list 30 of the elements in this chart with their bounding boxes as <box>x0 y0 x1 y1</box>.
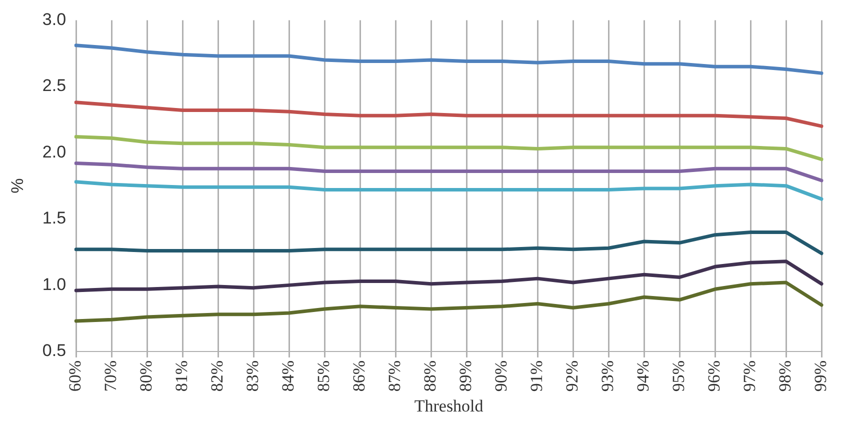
y-tick-label: 1.0 <box>42 274 66 294</box>
x-tick-label: 89% <box>456 360 476 392</box>
x-tick-label: 92% <box>562 360 582 392</box>
x-tick-label: 70% <box>101 360 120 392</box>
x-tick-label: 91% <box>527 360 546 392</box>
x-tick-label: 95% <box>669 360 688 392</box>
x-axis-title: Threshold <box>414 396 484 416</box>
x-tick-label: 84% <box>278 360 298 392</box>
x-tick-label: 83% <box>243 360 262 392</box>
y-tick-label: 2.5 <box>42 76 66 96</box>
x-tick-label: 99% <box>811 360 830 392</box>
x-tick-label: 86% <box>350 360 369 392</box>
y-tick-label: 1.5 <box>42 208 66 228</box>
x-tick-label: 93% <box>598 360 618 392</box>
y-tick-label: 0.5 <box>42 341 66 360</box>
x-tick-label: 80% <box>136 360 156 392</box>
x-tick-label: 85% <box>314 360 334 392</box>
x-tick-label: 90% <box>492 360 511 392</box>
y-tick-label: 3.0 <box>42 10 66 29</box>
x-tick-label: 87% <box>385 360 404 392</box>
x-tick-label: 60% <box>66 360 84 392</box>
x-tick-label: 88% <box>420 360 440 392</box>
x-tick-label: 81% <box>172 360 192 392</box>
x-tick-label: 96% <box>704 360 724 392</box>
x-tick-label: 98% <box>776 360 795 392</box>
y-axis-title: % <box>8 178 27 194</box>
y-tick-label: 2.0 <box>42 142 66 162</box>
x-tick-label: 94% <box>634 360 653 392</box>
x-tick-label: 97% <box>740 360 760 392</box>
x-tick-label: 82% <box>208 360 227 392</box>
